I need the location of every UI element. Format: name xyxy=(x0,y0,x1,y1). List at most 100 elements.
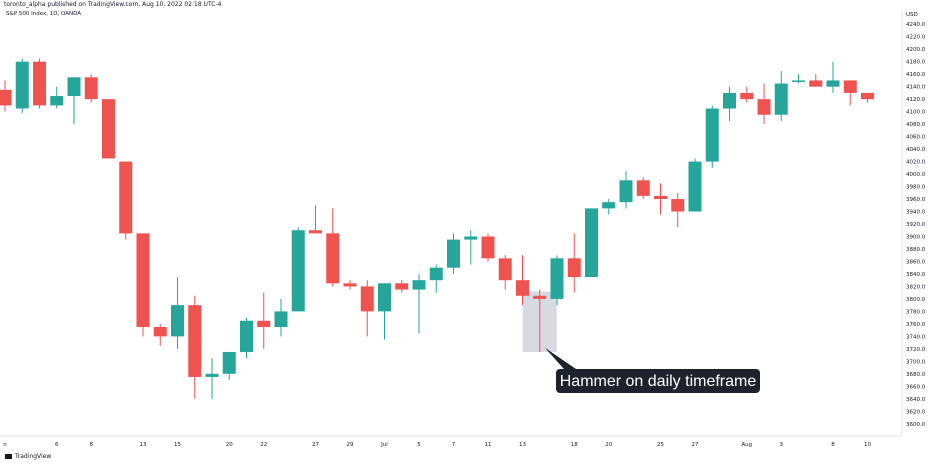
time-tick-label: 6 xyxy=(55,442,59,448)
candle-body xyxy=(188,305,202,377)
candle-body xyxy=(360,286,374,312)
candle-body xyxy=(50,96,64,106)
time-tick-label: 8 xyxy=(831,442,835,448)
candle xyxy=(602,199,616,215)
time-tick-label: 18 xyxy=(571,442,578,448)
candle xyxy=(843,80,857,106)
candle-body xyxy=(119,161,133,234)
candle-body xyxy=(429,267,443,281)
price-tick-label: 3600.0 xyxy=(906,422,926,428)
candle xyxy=(567,233,581,293)
candle xyxy=(723,86,736,121)
candle-body xyxy=(222,351,236,374)
candle xyxy=(326,208,340,287)
candle-body xyxy=(757,99,771,115)
time-tick-label: 27 xyxy=(692,442,699,448)
candle-body xyxy=(619,180,633,203)
candle xyxy=(240,317,253,359)
candle-body xyxy=(412,280,426,290)
symbol-info: S&P 500 Index, 1D, OANDA xyxy=(6,11,81,17)
price-tick-label: 3840.0 xyxy=(906,272,926,278)
candle xyxy=(102,99,115,159)
time-tick-label: 13 xyxy=(519,442,526,448)
candle-body xyxy=(84,77,98,100)
candle xyxy=(533,289,547,352)
candle-body xyxy=(792,80,805,82)
candle-body xyxy=(567,258,581,278)
price-tick-label: 4000.0 xyxy=(906,172,926,178)
candle-body xyxy=(171,305,184,337)
price-tick-label: 4140.0 xyxy=(906,85,926,91)
price-tick-label: 4020.0 xyxy=(906,160,926,166)
candle xyxy=(136,233,150,337)
candle xyxy=(429,264,443,293)
candle xyxy=(774,71,788,121)
candle xyxy=(516,255,529,306)
candle-body xyxy=(395,283,409,290)
candle-body xyxy=(136,233,150,327)
price-tick-label: 3980.0 xyxy=(906,185,926,191)
candle xyxy=(257,292,271,349)
time-tick-label: 27 xyxy=(312,442,319,448)
candle xyxy=(67,77,81,125)
candle-body xyxy=(585,208,598,278)
price-tick-label: 4240.0 xyxy=(906,22,926,28)
candle xyxy=(826,61,840,93)
candle xyxy=(550,255,564,306)
candle xyxy=(464,230,478,265)
candle xyxy=(205,358,219,399)
price-axis[interactable]: 3600.0 3620.0 3640.0 3660.0 3680.0 3700.0 3720… xyxy=(906,22,926,428)
candle-body xyxy=(309,230,322,234)
tradingview-logo-text: TradingView xyxy=(15,453,52,460)
candle-body xyxy=(326,233,340,284)
candle xyxy=(84,74,98,103)
candle xyxy=(861,92,874,103)
candle-body xyxy=(688,161,702,212)
candle xyxy=(395,280,409,293)
price-tick-label: 4100.0 xyxy=(906,110,926,116)
candle xyxy=(153,323,167,346)
price-tick-label: 3880.0 xyxy=(906,247,926,253)
time-tick-label: 13 xyxy=(140,442,147,448)
candle xyxy=(171,277,184,349)
candle-body xyxy=(257,320,271,327)
candle-body xyxy=(809,80,823,87)
candle-body xyxy=(102,99,115,159)
price-tick-label: 3800.0 xyxy=(906,297,926,303)
candle xyxy=(33,58,46,109)
candle-body xyxy=(240,320,253,352)
tradingview-logo[interactable]: TradingView xyxy=(5,453,51,460)
candle-body xyxy=(33,61,46,106)
price-tick-label: 3760.0 xyxy=(906,322,926,328)
candle-body xyxy=(740,92,754,100)
time-tick-label: 15 xyxy=(174,442,181,448)
price-tick-label: 3640.0 xyxy=(906,397,926,403)
callout-layer: Hammer on daily timeframe xyxy=(544,347,760,393)
time-tick-label: 7 xyxy=(452,442,456,448)
candle xyxy=(636,177,650,200)
candle xyxy=(792,74,805,84)
price-tick-label: 3620.0 xyxy=(906,409,926,415)
candle-body xyxy=(550,258,564,299)
candle xyxy=(671,192,685,228)
time-axis[interactable]: n 6 8 13 15 20 22 27 29 Jul 5 7 11 13 18 20 25 27 Aug 3 8 10 xyxy=(3,442,871,448)
candle xyxy=(809,74,823,87)
candle-body xyxy=(274,311,288,327)
price-tick-label: 3860.0 xyxy=(906,259,926,265)
candle-body xyxy=(654,195,667,200)
candle xyxy=(222,351,236,381)
candle xyxy=(15,58,29,113)
candle xyxy=(585,208,598,278)
candle xyxy=(498,255,512,290)
price-tick-label: 4220.0 xyxy=(906,35,926,41)
price-tick-label: 3780.0 xyxy=(906,309,926,315)
price-tick-label: 4120.0 xyxy=(906,97,926,103)
candle xyxy=(619,170,633,209)
candle-body xyxy=(636,180,650,196)
candle xyxy=(688,158,702,212)
price-tick-label: 3700.0 xyxy=(906,359,926,365)
candle-body xyxy=(533,295,547,299)
candle-body xyxy=(705,108,719,162)
candle-body xyxy=(498,258,512,281)
